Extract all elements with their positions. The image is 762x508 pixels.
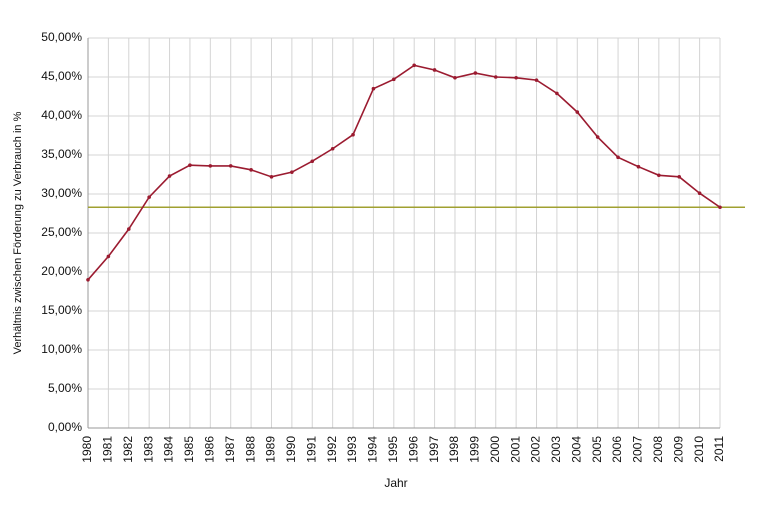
x-tick-label: 1981	[101, 436, 115, 463]
data-point	[249, 168, 253, 172]
y-tick-label: 5,00%	[48, 381, 82, 395]
y-tick-label: 10,00%	[41, 342, 82, 356]
data-point	[636, 164, 641, 169]
x-tick-label: 1992	[325, 436, 339, 463]
data-point	[595, 135, 600, 139]
x-tick-label: 1994	[366, 436, 380, 463]
x-tick-label: 1997	[427, 436, 441, 463]
x-tick-label: 1998	[447, 436, 461, 463]
x-tick-label: 1991	[304, 436, 318, 463]
data-point	[453, 75, 457, 80]
x-tick-label: 1983	[141, 436, 155, 463]
data-point	[555, 91, 559, 96]
data-point	[473, 71, 478, 75]
data-point	[616, 155, 620, 160]
x-tick-label: 2006	[610, 436, 624, 463]
y-tick-label: 50,00%	[41, 30, 82, 44]
data-point	[575, 110, 580, 114]
data-point	[718, 205, 722, 210]
y-tick-label: 15,00%	[41, 303, 82, 317]
x-tick-label: 2000	[488, 436, 502, 463]
data-point	[330, 146, 335, 151]
x-tick-label: 1990	[284, 436, 298, 463]
x-tick-label: 1985	[182, 436, 196, 463]
data-point	[677, 175, 682, 179]
x-tick-label: 2001	[508, 436, 522, 463]
data-point	[86, 278, 90, 282]
x-tick-label: 1984	[162, 436, 176, 463]
x-tick-label: 1988	[243, 436, 257, 463]
data-point	[167, 174, 172, 178]
x-tick-label: 2009	[671, 436, 685, 463]
x-tick-label: 2005	[590, 436, 604, 463]
x-tick-label: 1980	[80, 436, 94, 463]
data-line	[87, 64, 721, 281]
data-point	[310, 159, 315, 164]
data-point	[228, 164, 233, 168]
data-point	[412, 63, 416, 68]
x-tick-label: 1986	[202, 436, 216, 463]
x-tick-label: 2002	[529, 436, 543, 463]
x-tick-label: 1982	[121, 436, 135, 463]
data-point	[697, 191, 702, 196]
y-tick-label: 25,00%	[41, 225, 82, 239]
x-tick-label: 1987	[223, 436, 237, 463]
data-point	[351, 132, 355, 137]
x-tick-label: 2011	[712, 436, 726, 462]
data-point	[432, 68, 437, 72]
x-tick-label: 2007	[631, 436, 645, 463]
data-point	[290, 170, 294, 174]
data-point	[392, 77, 396, 82]
x-tick-label: 1996	[406, 436, 420, 463]
data-point	[188, 163, 192, 167]
data-point	[371, 86, 376, 91]
data-point	[514, 75, 518, 80]
y-tick-label: 35,00%	[41, 147, 82, 161]
data-point	[208, 164, 213, 168]
data-point	[106, 254, 111, 259]
x-tick-label: 2010	[692, 436, 706, 463]
x-axis-label: Jahr	[384, 476, 407, 490]
x-tick-label: 1989	[264, 436, 278, 463]
x-tick-label: 2008	[651, 436, 665, 463]
data-point	[657, 173, 661, 178]
x-tick-label: 2004	[569, 436, 583, 463]
y-tick-label: 0,00%	[48, 420, 82, 434]
y-axis-label: Verhältnis zwischen Förderung zu Verbrau…	[12, 111, 24, 354]
x-tick-label: 1993	[345, 436, 359, 463]
data-point	[534, 78, 539, 82]
data-point	[493, 75, 498, 79]
data-point	[126, 227, 131, 231]
y-tick-label: 40,00%	[41, 108, 82, 122]
x-tick-label: 2003	[549, 436, 563, 463]
y-tick-label: 30,00%	[41, 186, 82, 200]
y-tick-label: 45,00%	[41, 69, 82, 83]
data-point	[147, 195, 151, 199]
x-tick-label: 1995	[386, 436, 400, 463]
data-point	[269, 175, 274, 179]
x-tick-label: 1999	[468, 436, 482, 463]
y-tick-label: 20,00%	[41, 264, 82, 278]
